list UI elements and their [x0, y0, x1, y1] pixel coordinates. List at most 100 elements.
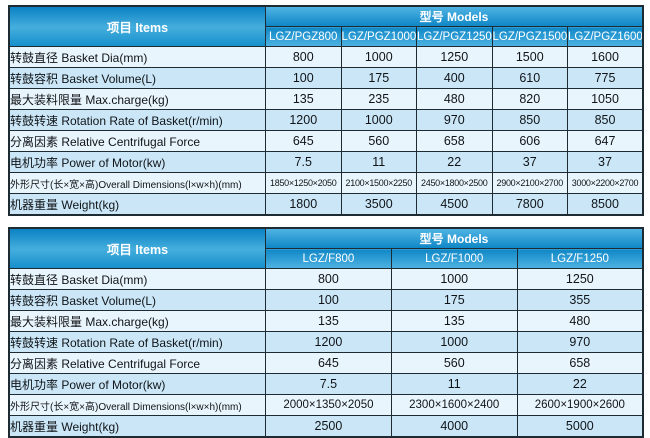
row-label-cell: 转鼓转速 Rotation Rate of Basket(r/min): [8, 331, 266, 353]
value-cell: 2100×1500×2250: [340, 172, 417, 194]
value-cell: 37: [491, 151, 568, 173]
models-header-cell: 型号 Models: [265, 227, 644, 249]
value-cell: 7800: [491, 193, 568, 216]
value-cell: 658: [416, 130, 493, 152]
value-cell: 2000×1350×2050: [265, 394, 392, 416]
row-label-cell: 电机功率 Power of Motor(kw): [8, 151, 266, 173]
row-label-cell: 外形尺寸(长×宽×高)Overall Dimensions(l×w×h)(mm): [8, 394, 266, 416]
value-cell: 658: [516, 352, 644, 374]
table-row: 外形尺寸(长×宽×高)Overall Dimensions(l×w×h)(mm)…: [8, 172, 644, 194]
row-label-cell: 分离因素 Relative Centrifugal Force: [8, 352, 266, 374]
table-row: 最大装料限量 Max.charge(kg) 135 135 480: [8, 310, 644, 332]
value-cell: 22: [516, 373, 644, 395]
table-row: 分离因素 Relative Centrifugal Force 645 560 658…: [8, 130, 644, 152]
model-column-header: LGZ/PGZ1000: [340, 26, 417, 47]
value-cell: 645: [265, 130, 342, 152]
value-cell: 645: [265, 352, 392, 374]
value-cell: 8500: [567, 193, 644, 216]
model-column-header: LGZ/F1000: [390, 248, 518, 269]
value-cell: 560: [390, 352, 518, 374]
row-label-cell: 最大装料限量 Max.charge(kg): [8, 310, 266, 332]
value-cell: 775: [567, 67, 644, 89]
table-row: 外形尺寸(长×宽×高)Overall Dimensions(l×w×h)(mm)…: [8, 394, 644, 416]
spec-table: 项目 Items 型号 Models LGZ/F800 LGZ/F1000 LGZ/F1…: [8, 227, 644, 438]
value-cell: 1250: [516, 268, 644, 290]
value-cell: 1250: [416, 46, 493, 68]
value-cell: 800: [265, 46, 342, 68]
value-cell: 800: [265, 268, 392, 290]
value-cell: 2600×1900×2600: [516, 394, 644, 416]
value-cell: 480: [416, 88, 493, 110]
value-cell: 1000: [390, 331, 518, 353]
value-cell: 1000: [390, 268, 518, 290]
value-cell: 1600: [567, 46, 644, 68]
value-cell: 1850×1250×2050: [265, 172, 342, 194]
value-cell: 1200: [265, 331, 392, 353]
spec-table: 项目 Items 型号 Models LGZ/PGZ800 LGZ/PGZ1000 LG…: [8, 5, 644, 216]
value-cell: 135: [390, 310, 518, 332]
value-cell: 175: [340, 67, 417, 89]
value-cell: 2500: [265, 415, 392, 438]
row-label-cell: 分离因素 Relative Centrifugal Force: [8, 130, 266, 152]
table-row: 分离因素 Relative Centrifugal Force 645 560 658: [8, 352, 644, 374]
table-row: 机器重量 Weight(kg) 1800 3500 4500 7800 8500: [8, 193, 644, 216]
value-cell: 850: [567, 109, 644, 131]
value-cell: 235: [340, 88, 417, 110]
table-1-container: 项目 Items 型号 Models LGZ/PGZ800 LGZ/PGZ1000 LG…: [8, 5, 644, 216]
model-column-header: LGZ/PGZ1500: [491, 26, 568, 47]
row-label-cell: 外形尺寸(长×宽×高)Overall Dimensions(l×w×h)(mm): [8, 172, 266, 194]
value-cell: 11: [390, 373, 518, 395]
table-row: 电机功率 Power of Motor(kw) 7.5 11 22 37 37: [8, 151, 644, 173]
value-cell: 647: [567, 130, 644, 152]
model-column-header: LGZ/PGZ800: [265, 26, 342, 47]
value-cell: 610: [491, 67, 568, 89]
value-cell: 850: [491, 109, 568, 131]
table-row: 转鼓直径 Basket Dia(mm) 800 1000 1250: [8, 268, 644, 290]
value-cell: 1000: [340, 109, 417, 131]
row-label-cell: 转鼓直径 Basket Dia(mm): [8, 46, 266, 68]
value-cell: 1500: [491, 46, 568, 68]
table-row: 转鼓容积 Basket Volume(L) 100 175 400 610 775: [8, 67, 644, 89]
value-cell: 1200: [265, 109, 342, 131]
table-row: 电机功率 Power of Motor(kw) 7.5 11 22: [8, 373, 644, 395]
value-cell: 4000: [390, 415, 518, 438]
row-label-cell: 机器重量 Weight(kg): [8, 415, 266, 438]
row-label-cell: 转鼓直径 Basket Dia(mm): [8, 268, 266, 290]
row-label-cell: 转鼓转速 Rotation Rate of Basket(r/min): [8, 109, 266, 131]
value-cell: 4500: [416, 193, 493, 216]
value-cell: 11: [340, 151, 417, 173]
value-cell: 400: [416, 67, 493, 89]
value-cell: 135: [265, 310, 392, 332]
value-cell: 7.5: [265, 151, 342, 173]
value-cell: 7.5: [265, 373, 392, 395]
value-cell: 3000×2200×2700: [567, 172, 644, 194]
value-cell: 480: [516, 310, 644, 332]
table-row: 转鼓转速 Rotation Rate of Basket(r/min) 1200 1…: [8, 109, 644, 131]
value-cell: 135: [265, 88, 342, 110]
row-label-cell: 转鼓容积 Basket Volume(L): [8, 67, 266, 89]
row-label-cell: 电机功率 Power of Motor(kw): [8, 373, 266, 395]
value-cell: 606: [491, 130, 568, 152]
model-column-header: LGZ/F800: [265, 248, 392, 269]
model-column-header: LGZ/F1250: [516, 248, 644, 269]
table-row: 最大装料限量 Max.charge(kg) 135 235 480 820 1050: [8, 88, 644, 110]
value-cell: 2300×1600×2400: [390, 394, 518, 416]
value-cell: 1800: [265, 193, 342, 216]
value-cell: 355: [516, 289, 644, 311]
value-cell: 22: [416, 151, 493, 173]
value-cell: 2900×2100×2700: [491, 172, 568, 194]
value-cell: 37: [567, 151, 644, 173]
value-cell: 2450×1800×2500: [416, 172, 493, 194]
table-2-container: 项目 Items 型号 Models LGZ/F800 LGZ/F1000 LGZ/F1…: [8, 227, 644, 438]
value-cell: 560: [340, 130, 417, 152]
model-column-header: LGZ/PGZ1250: [416, 26, 493, 47]
row-label-cell: 转鼓容积 Basket Volume(L): [8, 289, 266, 311]
items-header-cell: 项目 Items: [8, 5, 266, 47]
value-cell: 820: [491, 88, 568, 110]
value-cell: 175: [390, 289, 518, 311]
models-header-cell: 型号 Models: [265, 5, 644, 27]
value-cell: 970: [416, 109, 493, 131]
table-row: 转鼓直径 Basket Dia(mm) 800 1000 1250 1500 1600: [8, 46, 644, 68]
value-cell: 3500: [340, 193, 417, 216]
